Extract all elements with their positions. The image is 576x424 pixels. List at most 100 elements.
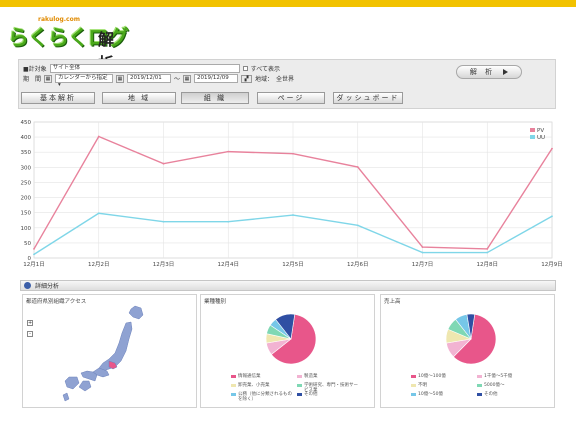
data-point <box>292 152 294 155</box>
y-tick-label: 0 <box>28 256 32 262</box>
data-point <box>162 162 165 165</box>
legend-label: その他 <box>304 392 318 397</box>
legend-item: 製造業 <box>297 374 359 379</box>
legend-item: 10億～100億 <box>411 374 473 379</box>
date-to-input[interactable]: 2019/12/09 <box>194 74 239 83</box>
industry-panel: 業種種別 情報通信業 製造業 卸売業、小売業 学術研究、専門・技術サービス業 公務（他に… <box>200 294 375 408</box>
sales-panel: 売上高 10億～100億 1千億～5千億 不明 5000億～ 10億～50億 その他 <box>380 294 555 408</box>
tab-basic[interactable]: 基本解析 <box>21 92 95 104</box>
x-tick-label: 12月5日 <box>282 261 304 268</box>
y-tick-label: 400 <box>21 135 32 141</box>
x-tick-label: 12月2日 <box>88 261 110 268</box>
legend-swatch <box>297 383 302 387</box>
industry-pie-chart <box>265 313 317 365</box>
target-input[interactable]: サイト全体 <box>49 64 240 73</box>
y-tick-label: 50 <box>24 241 31 247</box>
data-point <box>356 166 359 168</box>
y-tick-label: 200 <box>21 196 32 202</box>
legend-item: 卸売業、小売業 <box>231 383 293 388</box>
period-row: 期 間 ▦ カレンダーから指定 ▾ ▦ 2019/12/01 ～ ▦ 2019/… <box>23 74 295 88</box>
target-row: ■計対象 サイト全体 すべて表示 <box>23 64 280 73</box>
industry-title: 業種種別 <box>204 299 227 305</box>
data-point <box>292 214 294 216</box>
y-tick-label: 450 <box>21 120 32 126</box>
map-panel: 都道府県別組織アクセス + - <box>22 294 197 408</box>
data-point <box>227 150 230 153</box>
x-tick-label: 12月6日 <box>347 261 369 268</box>
x-tick-label: 12月1日 <box>23 261 45 268</box>
legend-swatch <box>530 128 535 132</box>
x-tick-label: 12月4日 <box>218 261 240 268</box>
pie-slice <box>270 313 317 365</box>
legend-label: 情報通信業 <box>238 374 261 379</box>
sales-pie-chart <box>445 313 497 365</box>
legend-label: 製造業 <box>304 374 318 379</box>
data-point <box>356 224 359 227</box>
calendar-to-icon[interactable]: ▦ <box>183 74 192 83</box>
tab-page[interactable]: ページ <box>257 92 325 104</box>
data-point <box>97 135 100 138</box>
tab-organization[interactable]: 組 織 <box>181 92 249 104</box>
legend-label: 10億～50億 <box>418 392 443 397</box>
zoom-in-icon[interactable]: + <box>27 320 33 326</box>
legend-swatch <box>477 383 482 387</box>
legend-swatch <box>297 374 302 378</box>
pie-slice <box>466 313 476 340</box>
top-accent-bar <box>0 0 576 7</box>
legend-swatch <box>411 383 416 387</box>
legend-swatch <box>530 135 535 139</box>
legend-swatch <box>477 374 482 378</box>
tab-region[interactable]: 地 域 <box>102 92 176 104</box>
analyze-button[interactable]: 解 析 <box>456 65 522 79</box>
legend-label: PV <box>537 128 544 134</box>
y-tick-label: 300 <box>21 165 32 171</box>
x-tick-label: 12月7日 <box>412 261 434 268</box>
sales-title: 売上高 <box>384 299 401 305</box>
filter-panel: ■計対象 サイト全体 すべて表示 期 間 ▦ カレンダーから指定 ▾ ▦ 201… <box>18 59 556 109</box>
legend-swatch <box>297 392 302 396</box>
date-separator: ～ <box>174 76 181 83</box>
pie-slice <box>453 313 497 365</box>
x-tick-label: 12月9日 <box>541 261 563 268</box>
legend-item: その他 <box>477 392 539 397</box>
data-point <box>33 248 35 250</box>
legend-item: 10億～50億 <box>411 392 473 397</box>
legend-label: 5000億～ <box>484 383 505 388</box>
legend-label: UU <box>537 135 545 141</box>
tab-dashboard[interactable]: ダッシュボード <box>333 92 403 104</box>
date-from-input[interactable]: 2019/12/01 <box>127 74 172 83</box>
zoom-out-icon[interactable]: - <box>27 331 33 337</box>
pie-section-icon <box>24 282 31 289</box>
sales-legend: 10億～100億 1千億～5千億 不明 5000億～ 10億～50億 その他 <box>411 374 551 404</box>
show-all-checkbox[interactable] <box>242 66 248 71</box>
details-section-header: 詳細分析 <box>20 280 556 291</box>
logo[interactable]: rakulog.com らくらくログ 解析 <box>8 16 129 73</box>
data-point <box>421 246 424 249</box>
region-label: 地域： <box>255 76 274 83</box>
pie-slice <box>275 313 296 340</box>
line-chart-svg: 0 50 100 150 200 250 300 350 400 450 12月1日 12月2日 12月… <box>21 120 563 268</box>
legend-swatch <box>231 374 236 378</box>
legend-item: 学術研究、専門・技術サービス業 <box>297 383 359 393</box>
data-point <box>551 147 553 150</box>
map-title: 都道府県別組織アクセス <box>26 299 87 305</box>
line-chart: 0 50 100 150 200 250 300 350 400 450 12月1日 12月2日 12月… <box>0 118 576 270</box>
period-mode-select[interactable]: カレンダーから指定 ▾ <box>55 74 114 88</box>
data-point <box>33 253 35 256</box>
x-tick-label: 12月3日 <box>153 261 175 268</box>
legend-item: 情報通信業 <box>231 374 293 379</box>
y-tick-label: 100 <box>21 226 32 232</box>
logo-main-text: らくらくログ <box>8 26 129 50</box>
play-icon <box>503 69 509 75</box>
calendar-from-icon[interactable]: ▦ <box>116 74 125 83</box>
chart-icon[interactable]: ▞ <box>241 74 253 83</box>
legend-swatch <box>411 392 416 396</box>
period-label: 期 間 <box>23 76 42 83</box>
legend-swatch <box>231 383 236 387</box>
japan-map[interactable] <box>23 295 198 409</box>
legend-swatch <box>477 392 482 396</box>
region-value[interactable]: 全世界 <box>276 76 295 83</box>
details-section-title: 詳細分析 <box>35 283 60 290</box>
legend-label: 1千億～5千億 <box>484 374 513 379</box>
legend-swatch <box>231 392 236 396</box>
